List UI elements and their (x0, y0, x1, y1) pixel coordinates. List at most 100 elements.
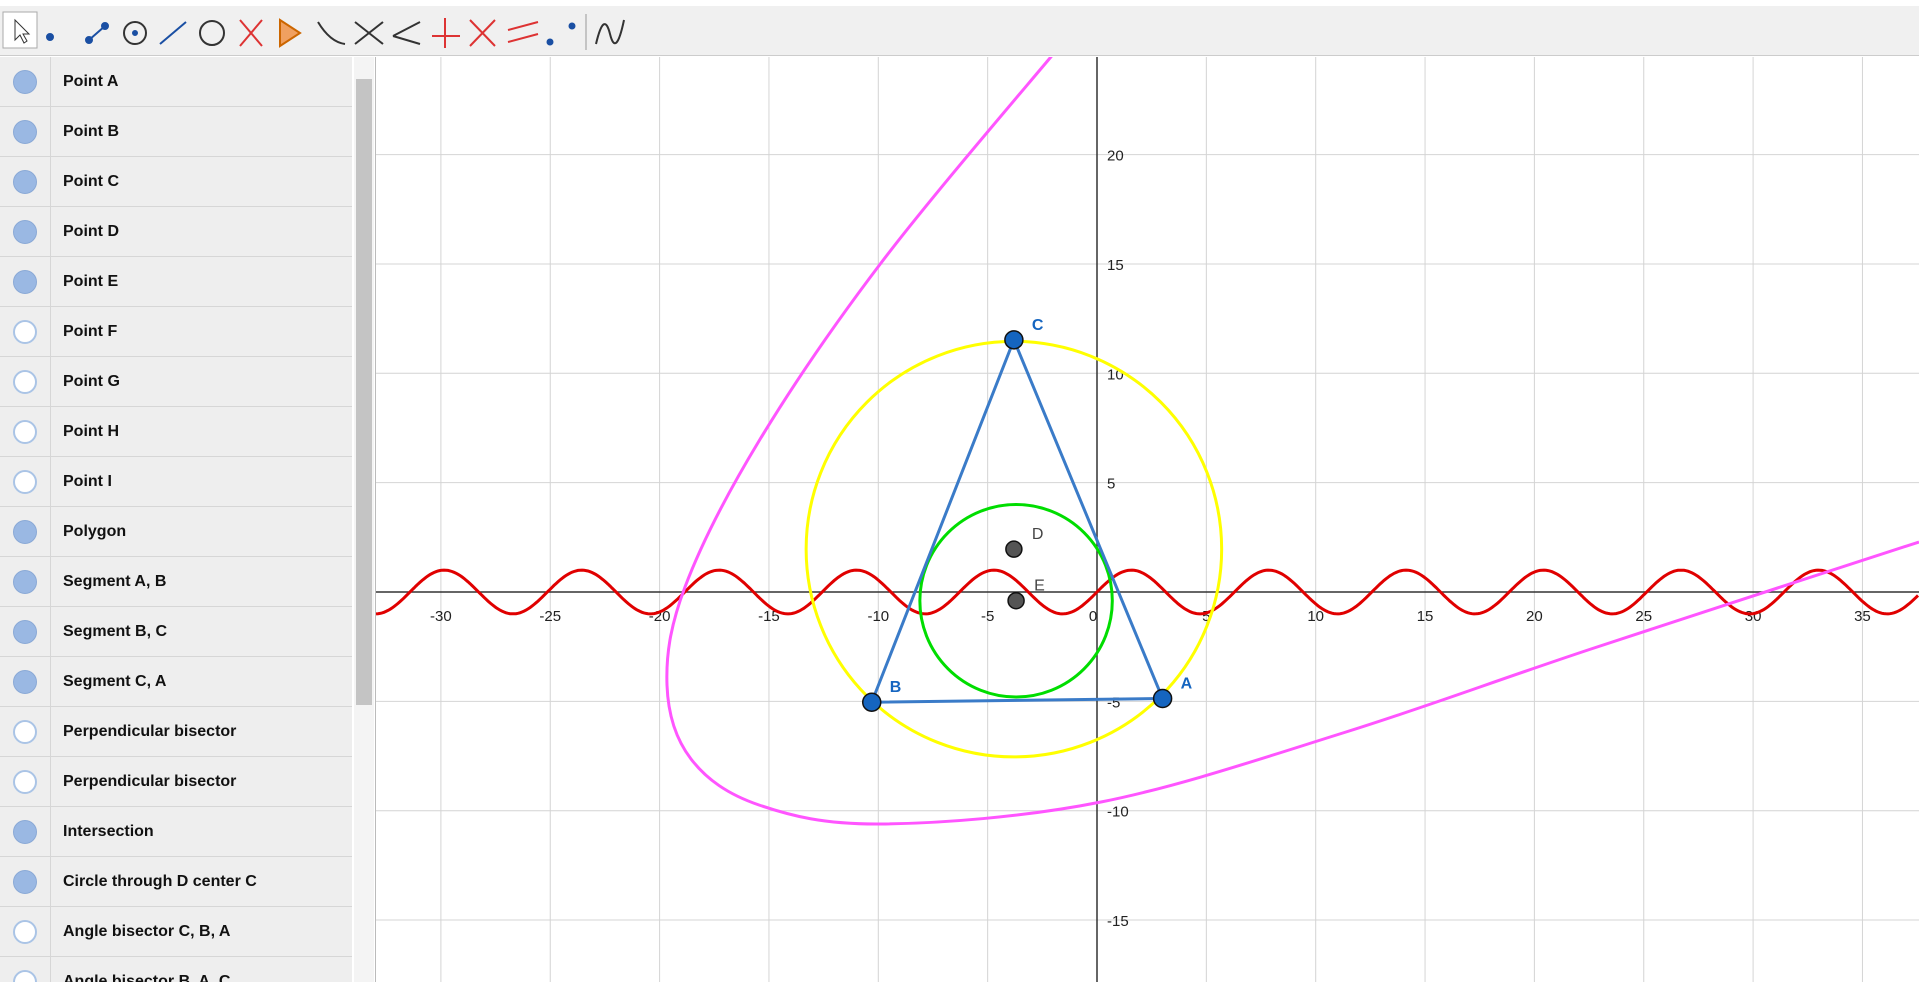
sine-curve (376, 568, 1919, 616)
tool-move[interactable] (14, 18, 31, 44)
point-label: D (1032, 526, 1044, 543)
visibility-icon (13, 120, 37, 144)
algebra-view: Point A Point B Point C Point D Point E Point… (0, 57, 376, 982)
visibility-toggle[interactable] (0, 407, 51, 456)
visibility-toggle[interactable] (0, 557, 51, 606)
visibility-icon (13, 520, 37, 544)
item-label: Segment C, A (63, 673, 167, 690)
tool-perp-line[interactable] (432, 18, 460, 48)
visibility-toggle[interactable] (0, 907, 51, 956)
x-tick-label: 25 (1635, 608, 1652, 625)
algebra-item[interactable]: Perpendicular bisector (0, 707, 352, 757)
visibility-toggle[interactable] (0, 457, 51, 506)
item-label: Point E (63, 273, 119, 290)
visibility-toggle[interactable] (0, 507, 51, 556)
visibility-toggle[interactable] (0, 357, 51, 406)
x-tick-label: -10 (867, 608, 889, 625)
x-tick-label: -25 (539, 608, 561, 625)
algebra-item[interactable]: Segment B, C (0, 607, 352, 657)
item-label: Point D (63, 223, 119, 240)
visibility-toggle[interactable] (0, 957, 51, 982)
visibility-icon (13, 720, 37, 744)
tool-tangent[interactable] (317, 21, 346, 45)
visibility-toggle[interactable] (0, 757, 51, 806)
x-tick-label: 35 (1854, 608, 1871, 625)
tool-perp[interactable] (159, 21, 187, 45)
tool-circle[interactable] (123, 21, 147, 45)
scrollbar[interactable] (354, 57, 374, 982)
visibility-toggle[interactable] (0, 307, 51, 356)
visibility-toggle[interactable] (0, 107, 51, 156)
algebra-item[interactable]: Point C (0, 157, 352, 207)
tool-angle[interactable] (392, 21, 421, 45)
incircle (918, 503, 1114, 699)
visibility-toggle[interactable] (0, 707, 51, 756)
visibility-toggle[interactable] (0, 257, 51, 306)
visibility-icon (13, 920, 37, 944)
visibility-icon (13, 620, 37, 644)
algebra-item[interactable]: Point D (0, 207, 352, 257)
tool-bisector[interactable] (239, 19, 263, 47)
tool-parallel[interactable] (507, 21, 539, 43)
conic-curve (665, 57, 1919, 826)
tool-circle3[interactable] (199, 20, 225, 46)
x-tick-label: 5 (1202, 608, 1210, 625)
algebra-item[interactable]: Angle bisector C, B, A (0, 907, 352, 957)
item-label: Perpendicular bisector (63, 773, 237, 790)
toolbar-icons (2, 11, 625, 50)
triangle (869, 335, 1165, 704)
item-label: Polygon (63, 523, 127, 540)
algebra-item[interactable]: Intersection (0, 807, 352, 857)
visibility-toggle[interactable] (0, 657, 51, 706)
algebra-item[interactable]: Polygon (0, 507, 352, 557)
item-label: Perpendicular bisector (63, 723, 237, 740)
icon-line (88, 25, 106, 41)
algebra-item[interactable]: Point I (0, 457, 352, 507)
algebra-item[interactable]: Point G (0, 357, 352, 407)
visibility-toggle[interactable] (0, 207, 51, 256)
point-label: A (1181, 676, 1193, 693)
y-tick-label: -10 (1107, 804, 1129, 821)
x-tick-label: 0 (1089, 608, 1097, 625)
visibility-icon (13, 770, 37, 794)
algebra-item[interactable]: Perpendicular bisector (0, 757, 352, 807)
algebra-item[interactable]: Point F (0, 307, 352, 357)
item-label: Point G (63, 373, 120, 390)
tool-function[interactable] (595, 19, 625, 45)
x-tick-label: -5 (981, 608, 994, 625)
graphics-view: -30-25-20-15-10-505101520253035252015105… (376, 57, 1919, 982)
algebra-item[interactable]: Angle bisector B, A, C (0, 957, 352, 982)
visibility-icon (13, 420, 37, 444)
algebra-item[interactable]: Point B (0, 107, 352, 157)
visibility-icon (13, 870, 37, 894)
algebra-item[interactable]: Segment A, B (0, 557, 352, 607)
point (1007, 591, 1025, 610)
visibility-toggle[interactable] (0, 607, 51, 656)
tool-point[interactable] (46, 33, 54, 41)
visibility-icon (13, 270, 37, 294)
y-tick-label: -15 (1107, 913, 1129, 930)
tool-polygon[interactable] (279, 18, 302, 48)
point (1005, 540, 1023, 558)
algebra-item[interactable]: Point A (0, 57, 352, 107)
tool-intersect[interactable] (354, 21, 384, 45)
item-label: Circle through D center C (63, 873, 257, 890)
scroll-thumb[interactable] (356, 79, 372, 705)
visibility-icon (13, 570, 37, 594)
visibility-toggle[interactable] (0, 807, 51, 856)
algebra-item[interactable]: Point E (0, 257, 352, 307)
y-tick-label: 20 (1107, 148, 1124, 165)
item-label: Intersection (63, 823, 154, 840)
visibility-toggle[interactable] (0, 157, 51, 206)
algebra-item[interactable]: Circle through D center C (0, 857, 352, 907)
point (861, 692, 882, 712)
item-label: Point F (63, 323, 118, 340)
algebra-item[interactable]: Segment C, A (0, 657, 352, 707)
algebra-item[interactable]: Point H (0, 407, 352, 457)
tool-midpoint[interactable] (546, 38, 554, 46)
visibility-toggle[interactable] (0, 57, 51, 106)
tool-angle-bis[interactable] (469, 19, 496, 47)
item-label: Point I (63, 473, 112, 490)
point (1004, 330, 1024, 350)
visibility-toggle[interactable] (0, 857, 51, 906)
